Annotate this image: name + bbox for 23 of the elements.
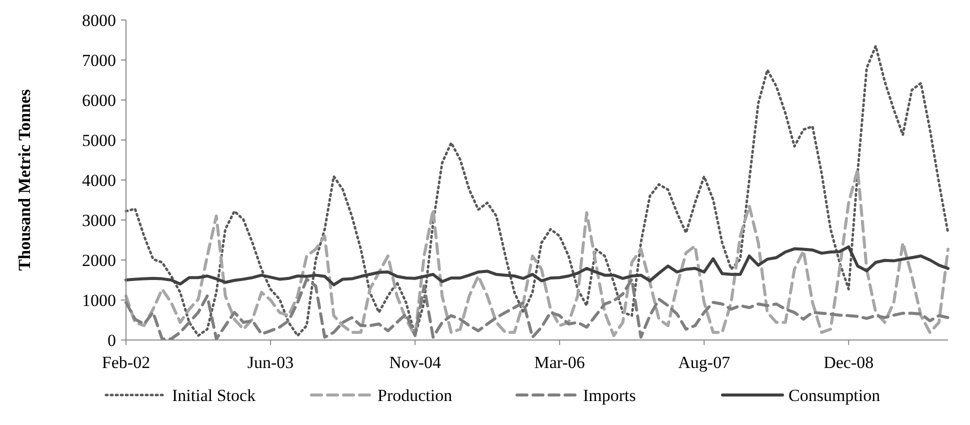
line-series <box>124 245 950 286</box>
y-tick-label: 6000 <box>82 90 116 110</box>
x-tick-label: Jun-03 <box>247 353 294 372</box>
x-tick-label: Dec-08 <box>824 353 874 372</box>
line-series <box>124 168 950 338</box>
y-axis-title: Thousand Metric Tonnes <box>15 88 34 271</box>
x-tick-label: Nov-04 <box>389 353 442 372</box>
legend-label: Consumption <box>788 386 881 405</box>
y-tick-label: 4000 <box>82 170 116 190</box>
x-tick-label: Mar-06 <box>534 353 585 372</box>
x-tick-label: Feb-02 <box>102 353 150 372</box>
y-tick-label: 1000 <box>82 290 116 310</box>
x-tick-label: Aug-07 <box>678 353 731 372</box>
y-tick-label: 8000 <box>82 10 116 30</box>
y-tick-label: 7000 <box>82 50 116 70</box>
legend-label: Imports <box>583 386 636 405</box>
legend-label: Production <box>378 386 453 405</box>
line-series <box>124 44 950 337</box>
y-tick-label: 0 <box>108 330 116 350</box>
y-tick-label: 2000 <box>82 250 116 270</box>
y-tick-label: 5000 <box>82 130 116 150</box>
legend-label: Initial Stock <box>172 386 256 405</box>
y-tick-label: 3000 <box>82 210 116 230</box>
